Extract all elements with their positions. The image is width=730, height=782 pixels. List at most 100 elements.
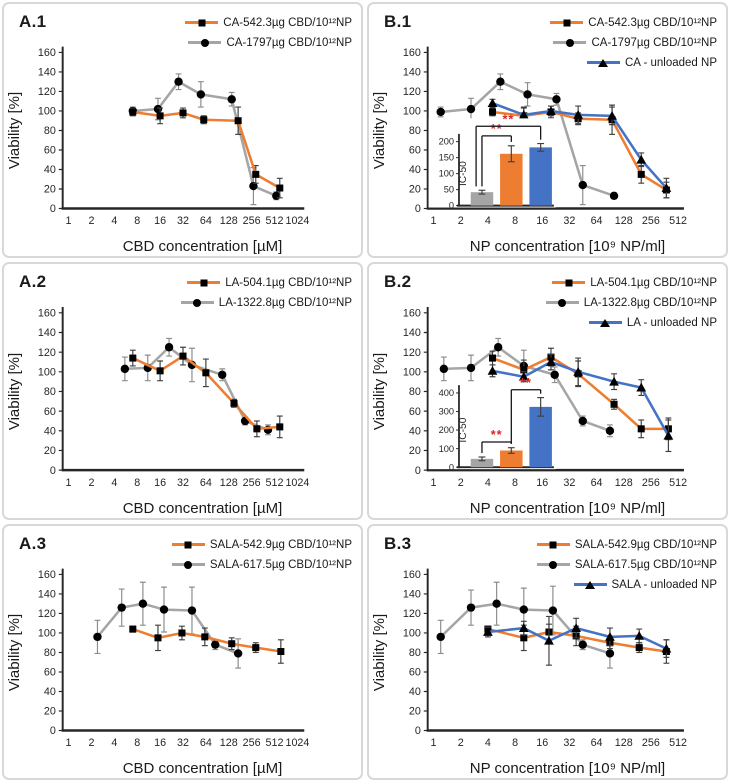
circle-marker-icon xyxy=(153,104,163,114)
svg-text:0: 0 xyxy=(415,465,421,477)
axes: 0 20 40 60 80 100 120 140 160 1 2 4 8 16 32 64 128 256 512… xyxy=(38,306,309,489)
svg-text:100: 100 xyxy=(38,106,56,118)
circle-marker-icon xyxy=(605,426,615,436)
circle-marker-icon xyxy=(466,104,476,114)
svg-text:20: 20 xyxy=(44,445,56,457)
square-marker-icon xyxy=(179,352,187,360)
svg-text:64: 64 xyxy=(200,737,212,749)
svg-text:140: 140 xyxy=(38,327,56,339)
square-marker-icon xyxy=(129,625,137,633)
svg-text:16: 16 xyxy=(154,215,166,227)
triangle-marker-icon xyxy=(609,376,619,386)
chart-a2-svg: 0 20 40 60 80 100 120 140 160 1 2 4 8 16 32 64 128 256 512… xyxy=(38,306,309,489)
svg-text:60: 60 xyxy=(44,406,56,418)
legend-item: SALA-617.5µg CBD/10¹²NP xyxy=(536,555,717,574)
svg-text:1024: 1024 xyxy=(285,215,309,227)
square-marker-icon xyxy=(178,629,186,637)
svg-text:60: 60 xyxy=(409,406,421,418)
svg-text:8: 8 xyxy=(512,737,518,749)
circle-marker-icon xyxy=(174,77,183,86)
ic50-bar-blue xyxy=(529,406,552,468)
svg-text:40: 40 xyxy=(409,426,421,438)
series-circle xyxy=(128,73,281,206)
x-axis-label: CBD concentration [µM] xyxy=(122,500,283,517)
circle-marker-icon xyxy=(187,606,197,615)
ic50-bar-blue xyxy=(529,147,552,206)
circle-marker-icon xyxy=(519,605,529,614)
svg-text:20: 20 xyxy=(44,706,56,718)
legend-item: LA-1322.8µg CBD/10¹²NP xyxy=(545,293,717,312)
svg-text:60: 60 xyxy=(409,145,421,157)
svg-text:128: 128 xyxy=(220,215,238,227)
legend-label: CA-542.3µg CBD/10¹²NP xyxy=(223,16,352,29)
svg-text:16: 16 xyxy=(536,215,548,227)
svg-text:1024: 1024 xyxy=(285,737,309,749)
triangle-marker-icon xyxy=(636,154,647,164)
square-marker-icon xyxy=(230,399,238,407)
svg-text:0: 0 xyxy=(449,201,454,211)
square-marker-icon xyxy=(552,279,586,286)
svg-text:8: 8 xyxy=(512,477,518,489)
svg-text:256: 256 xyxy=(642,737,660,749)
panel-label: A.3 xyxy=(19,534,47,553)
x-axis-label: CBD concentration [µM] xyxy=(122,238,283,255)
svg-text:2: 2 xyxy=(88,737,94,749)
square-marker-icon xyxy=(234,117,242,125)
svg-text:300: 300 xyxy=(439,407,454,417)
panel-a1: 0 20 40 60 80 100 120 140 160 1 2 4 8 16 32 64 128 256 512… xyxy=(2,2,363,258)
legend-label: CA-1797µg CBD/10¹²NP xyxy=(226,36,352,49)
axes: 0 20 40 60 80 100 120 140 160 1 2 4 8 16 32 64 128 256 512 xyxy=(403,306,687,489)
svg-text:4: 4 xyxy=(111,477,117,489)
triangle-marker-icon xyxy=(605,632,615,641)
svg-text:32: 32 xyxy=(563,477,575,489)
axes: 0 20 40 60 80 100 120 140 160 1 2 4 8 16 32 64 128 256 512… xyxy=(38,46,309,227)
square-marker-icon xyxy=(276,423,284,431)
circle-marker-icon xyxy=(552,95,561,104)
svg-text:512: 512 xyxy=(669,477,687,489)
square-marker-icon xyxy=(637,425,645,433)
circle-marker-icon xyxy=(496,77,505,86)
svg-text:32: 32 xyxy=(563,737,575,749)
circle-marker-icon xyxy=(553,38,587,47)
circle-marker-icon xyxy=(233,649,243,658)
svg-text:2: 2 xyxy=(88,215,94,227)
circle-marker-icon xyxy=(227,95,236,104)
svg-text:4: 4 xyxy=(485,477,491,489)
square-marker-icon xyxy=(156,367,164,375)
svg-text:120: 120 xyxy=(38,86,56,98)
circle-marker-icon xyxy=(211,640,220,649)
legend-item: LA-1322.8µg CBD/10¹²NP xyxy=(180,293,352,312)
square-marker-icon xyxy=(154,634,162,642)
circle-marker-icon xyxy=(578,640,587,649)
svg-text:100: 100 xyxy=(38,367,56,379)
circle-marker-icon xyxy=(548,606,558,615)
svg-text:140: 140 xyxy=(403,67,421,79)
square-marker-icon xyxy=(520,634,528,642)
series-triangle xyxy=(483,615,672,666)
svg-text:32: 32 xyxy=(177,215,189,227)
x-axis-label: NP concentration [10⁹ NP/ml] xyxy=(469,760,666,777)
square-marker-icon xyxy=(637,170,645,178)
series-square xyxy=(129,624,285,664)
svg-text:0: 0 xyxy=(50,725,56,737)
panel-label: B.1 xyxy=(384,12,412,31)
svg-text:140: 140 xyxy=(38,67,56,79)
legend-label: LA-1322.8µg CBD/10¹²NP xyxy=(218,296,352,309)
svg-text:2: 2 xyxy=(458,737,464,749)
square-marker-icon xyxy=(610,400,618,408)
svg-text:200: 200 xyxy=(439,137,454,147)
svg-text:80: 80 xyxy=(44,647,56,659)
panel-b2: 0 20 40 60 80 100 120 140 160 1 2 4 8 16 32 64 128 256 512… xyxy=(367,262,728,520)
svg-text:64: 64 xyxy=(591,215,603,227)
series-square xyxy=(129,106,284,199)
circle-marker-icon xyxy=(545,298,579,307)
panel-b3: 0 20 40 60 80 100 120 140 160 1 2 4 8 16 32 64 128 256 512… xyxy=(367,524,728,780)
legend: SALA-542.9µg CBD/10¹²NP SALA-617.5µg CBD/… xyxy=(536,535,717,594)
ic50-bar-orange xyxy=(500,153,523,206)
triangle-marker-icon xyxy=(487,98,498,108)
svg-text:0: 0 xyxy=(449,462,454,472)
triangle-marker-icon xyxy=(518,110,529,119)
svg-text:60: 60 xyxy=(44,145,56,157)
triangle-marker-icon xyxy=(661,183,672,192)
circle-marker-icon xyxy=(117,603,126,612)
